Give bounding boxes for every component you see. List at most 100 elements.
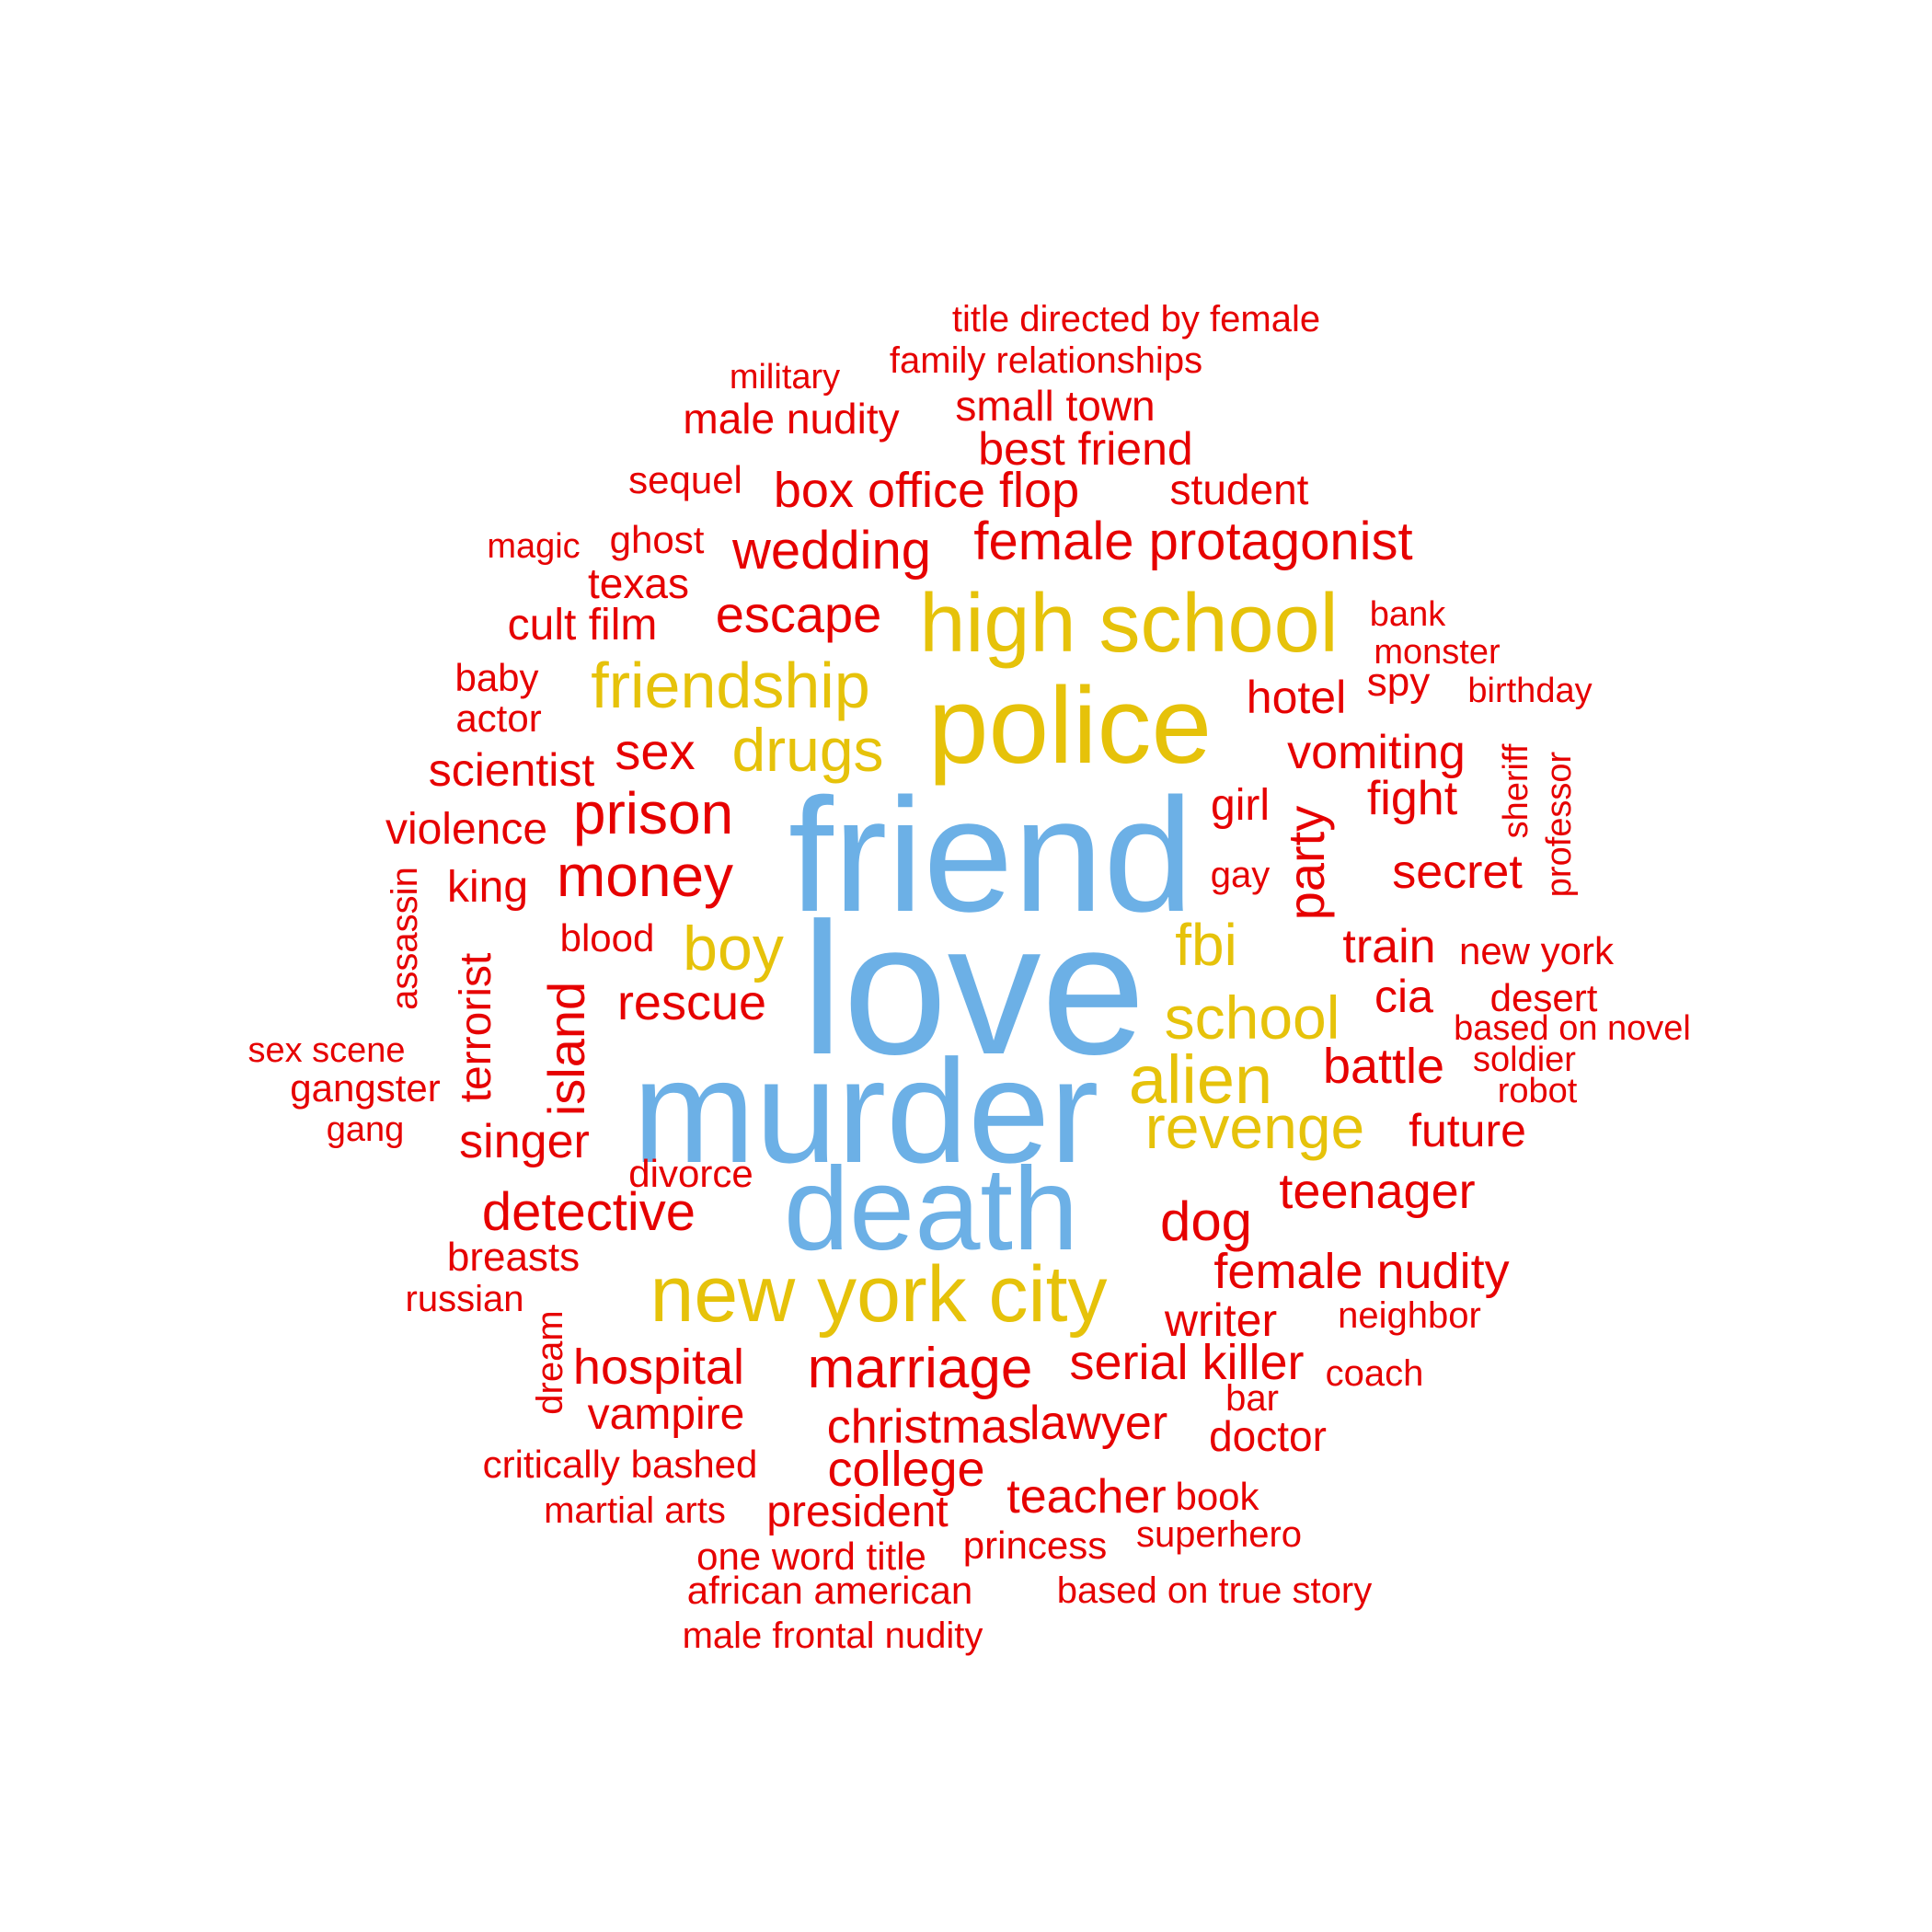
word-president: president [766, 1488, 949, 1536]
word-boy: boy [683, 914, 784, 983]
word-money: money [556, 843, 734, 909]
word-assassin: assassin [385, 867, 425, 1010]
word-divorce: divorce [628, 1152, 753, 1195]
word-sex: sex [615, 722, 696, 780]
word-hotel: hotel [1246, 672, 1347, 723]
word-love: love [800, 884, 1146, 1094]
word-violence: violence [385, 805, 548, 854]
word-king: king [446, 863, 529, 912]
word-marriage: marriage [807, 1337, 1033, 1400]
word-birthday: birthday [1467, 672, 1593, 710]
word-gangster: gangster [290, 1066, 441, 1110]
word-dream: dream [530, 1310, 570, 1415]
word-gang: gang [326, 1110, 405, 1149]
word-desert: desert [1489, 976, 1598, 1019]
word-one-word-title: one word title [696, 1535, 926, 1578]
word-dog: dog [1159, 1190, 1253, 1252]
word-cult-film: cult film [507, 601, 658, 650]
word-teacher: teacher [1006, 1470, 1167, 1524]
word-professor: professor [1540, 751, 1579, 898]
word-scientist: scientist [428, 744, 595, 796]
word-murder: murder [632, 1029, 1099, 1193]
word-title-directed-by-female: title directed by female [951, 299, 1321, 339]
word-book: book [1175, 1475, 1259, 1518]
word-teenager: teenager [1279, 1164, 1476, 1219]
word-fbi: fbi [1175, 912, 1237, 978]
word-monster: monster [1374, 633, 1501, 672]
word-student: student [1169, 466, 1309, 513]
word-serial-killer: serial killer [1069, 1335, 1305, 1390]
word-based-on-true-story: based on true story [1056, 1570, 1373, 1611]
word-school: school [1164, 983, 1340, 1052]
word-writer: writer [1164, 1294, 1278, 1346]
word-sequel: sequel [628, 458, 742, 501]
word-prison: prison [572, 780, 734, 846]
word-best-friend: best friend [978, 423, 1193, 475]
word-friend: friend [788, 765, 1194, 946]
word-secret: secret [1392, 845, 1523, 899]
word-drugs: drugs [731, 716, 884, 784]
word-new-york: new york [1458, 929, 1615, 972]
word-martial-arts: martial arts [544, 1490, 726, 1531]
word-texas: texas [588, 559, 689, 607]
word-based-on-novel: based on novel [1454, 1009, 1691, 1048]
word-sheriff: sheriff [1497, 743, 1535, 839]
word-vampire: vampire [587, 1390, 745, 1439]
word-singer: singer [459, 1115, 590, 1168]
word-train: train [1342, 920, 1436, 973]
word-death: death [783, 1144, 1079, 1275]
word-female-nudity: female nudity [1213, 1244, 1510, 1299]
word-rescue: rescue [616, 975, 767, 1030]
word-revenge: revenge [1144, 1093, 1365, 1161]
word-college: college [827, 1442, 985, 1497]
word-african-american: african american [686, 1569, 973, 1612]
word-spy: spy [1366, 660, 1431, 705]
word-party: party [1277, 805, 1335, 921]
word-ghost: ghost [609, 518, 705, 561]
word-bank: bank [1369, 595, 1446, 634]
word-soldier: soldier [1473, 1041, 1576, 1079]
word-battle: battle [1322, 1039, 1445, 1094]
word-cia: cia [1374, 971, 1433, 1022]
word-vomiting: vomiting [1287, 726, 1466, 779]
word-doctor: doctor [1209, 1412, 1327, 1460]
word-robot: robot [1497, 1072, 1578, 1110]
word-princess: princess [962, 1524, 1108, 1567]
word-escape: escape [715, 585, 882, 643]
word-female-protagonist: female protagonist [973, 512, 1413, 571]
word-russian: russian [405, 1279, 524, 1319]
word-bar: bar [1225, 1378, 1279, 1419]
word-fight: fight [1366, 772, 1458, 825]
word-island: island [537, 981, 595, 1117]
word-girl: girl [1210, 781, 1271, 830]
word-future: future [1409, 1105, 1526, 1156]
word-blood: blood [559, 916, 655, 960]
word-new-york-city: new york city [650, 1250, 1108, 1339]
word-high-school: high school [919, 578, 1339, 670]
word-christmas: christmas [826, 1400, 1032, 1454]
word-coach: coach [1325, 1353, 1424, 1394]
word-sex-scene: sex scene [247, 1031, 406, 1070]
word-detective: detective [481, 1182, 696, 1242]
word-superhero: superhero [1135, 1514, 1303, 1555]
word-box-office-flop: box office flop [773, 463, 1080, 518]
word-actor: actor [455, 696, 542, 740]
word-critically-bashed: critically bashed [482, 1443, 758, 1486]
word-terrorist: terrorist [452, 952, 500, 1103]
word-hospital: hospital [572, 1340, 745, 1395]
word-police: police [927, 665, 1213, 787]
word-wedding: wedding [731, 521, 932, 581]
word-magic: magic [487, 527, 581, 566]
word-neighbor: neighbor [1338, 1295, 1481, 1336]
word-male-frontal-nudity: male frontal nudity [682, 1616, 983, 1656]
word-lawyer: lawyer [1029, 1397, 1168, 1450]
word-alien: alien [1128, 1041, 1273, 1118]
word-military: military [729, 358, 841, 397]
word-male-nudity: male nudity [683, 395, 900, 443]
word-small-town: small town [955, 382, 1156, 430]
word-gay: gay [1210, 855, 1271, 895]
word-baby: baby [454, 656, 539, 699]
word-family-relationships: family relationships [889, 340, 1203, 381]
word-breasts: breasts [446, 1235, 581, 1280]
